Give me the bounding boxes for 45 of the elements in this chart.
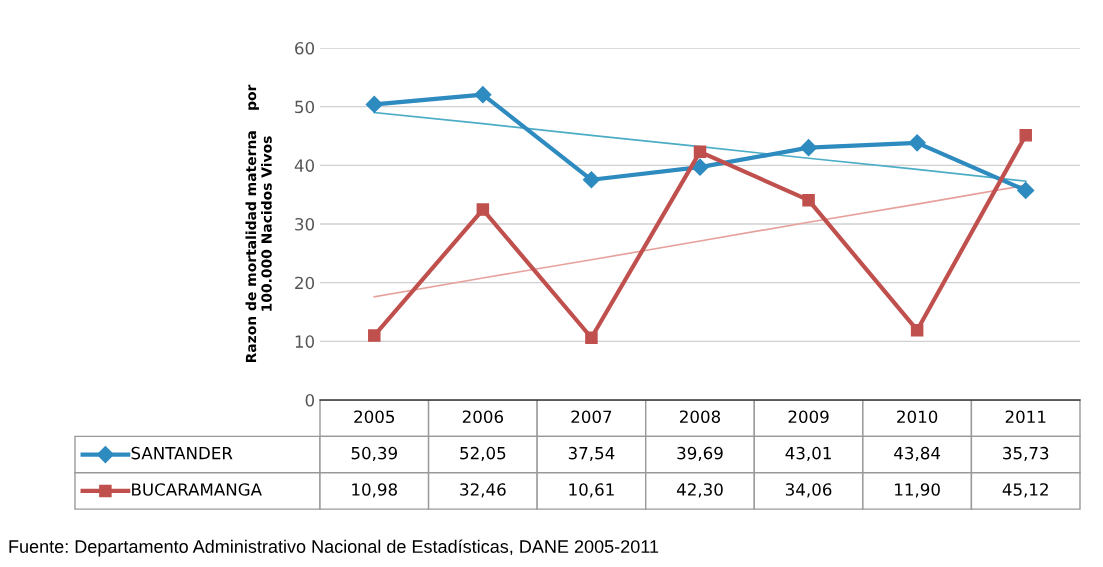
point — [693, 145, 707, 159]
y-tick-label: 10 — [295, 335, 315, 348]
data-label: 32,46 — [460, 483, 506, 498]
legend-label: SANTANDER — [131, 446, 233, 460]
source-note: Fuente: Departamento Administrativo Nacional de Estadísticas, DANE 2005-2011 — [9, 539, 659, 557]
point — [802, 193, 815, 207]
y-tick-label: 40 — [294, 159, 315, 172]
legend-label: BUCARAMANGA — [132, 483, 262, 496]
x-tick-label: 2010 — [897, 410, 938, 424]
x-tick-label: 2006 — [462, 410, 504, 424]
point — [474, 86, 492, 104]
point — [476, 203, 490, 216]
data-label: 42,30 — [676, 483, 723, 498]
data-label: 34,06 — [785, 483, 832, 498]
y-tick-label: 30 — [295, 217, 315, 231]
data-label: 10,61 — [569, 483, 614, 498]
data-label: 50,39 — [351, 446, 397, 462]
point — [368, 329, 381, 342]
data-label: 43,84 — [894, 446, 941, 462]
point — [585, 331, 598, 345]
data-label: 43,01 — [785, 446, 831, 462]
data-label: 37,54 — [568, 446, 615, 462]
point — [1019, 129, 1032, 142]
y-axis-title: Razon de mortalidad materna por 100.000 Nacidos Vivos — [245, 84, 272, 363]
point — [910, 323, 924, 337]
y-tick-label: 0 — [305, 393, 315, 407]
data-label: 45,12 — [1002, 483, 1048, 498]
x-tick-label: 2011 — [1005, 410, 1046, 424]
point — [1017, 181, 1035, 199]
x-tick-label: 2007 — [571, 410, 612, 424]
y-tick-label: 50 — [295, 100, 315, 114]
data-label: 39,69 — [677, 446, 723, 462]
data-label: 10,98 — [352, 483, 397, 498]
data-label: 11,90 — [895, 483, 940, 498]
x-tick-label: 2008 — [680, 410, 721, 424]
point — [800, 139, 818, 157]
y-tick-label: 60 — [295, 41, 315, 55]
y-tick-label: 20 — [295, 276, 315, 290]
x-tick-label: 2009 — [788, 410, 829, 424]
data-label: 52,05 — [460, 446, 506, 462]
data-label: 35,73 — [1003, 446, 1049, 462]
point — [908, 134, 926, 152]
point — [365, 95, 383, 113]
x-tick-label: 2005 — [354, 410, 395, 424]
point — [582, 171, 600, 189]
